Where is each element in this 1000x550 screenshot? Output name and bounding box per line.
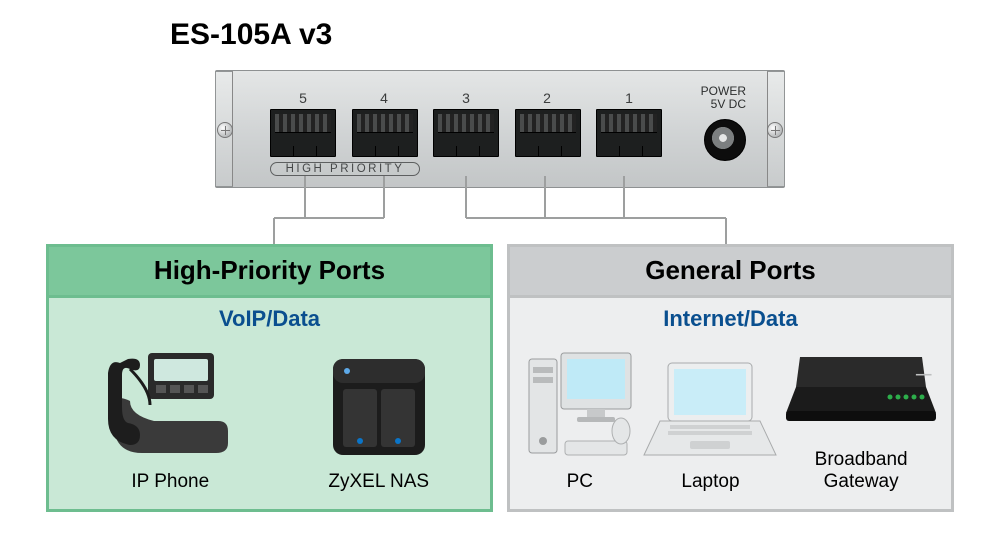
high-priority-subtitle: VoIP/Data (49, 306, 490, 332)
screw-icon (217, 122, 233, 138)
device-nas: ZyXEL NAS (319, 345, 439, 493)
device-gateway: ▁▁ BroadbandGateway (786, 343, 936, 493)
ethernet-port-2 (515, 109, 581, 157)
port-row (270, 109, 662, 157)
port-number: 5 (270, 90, 336, 106)
port-number: 1 (596, 90, 662, 106)
high-priority-header: High-Priority Ports (49, 247, 490, 298)
port-number: 2 (514, 90, 580, 106)
high-priority-devices: IP Phone ZyXEL NAS (49, 332, 490, 509)
ip-phone-icon (100, 345, 240, 465)
switch-body: 5 4 3 2 1 HIGH PRIORITY POWER 5V DC (215, 70, 785, 188)
general-subtitle: Internet/Data (510, 306, 951, 332)
switch-cap-left (215, 71, 233, 187)
switch-device: 5 4 3 2 1 HIGH PRIORITY POWER 5V DC (215, 70, 785, 188)
switch-cap-right (767, 71, 785, 187)
pc-icon (525, 345, 635, 465)
device-pc: PC (525, 345, 635, 493)
svg-text:▁▁: ▁▁ (915, 365, 932, 376)
port-area: 5 4 3 2 1 HIGH PRIORITY (270, 89, 662, 175)
laptop-icon (640, 355, 780, 465)
gateway-icon: ▁▁ (786, 343, 936, 443)
power-jack-icon (704, 119, 746, 161)
high-priority-box: High-Priority Ports VoIP/Data IP Phone Z… (46, 244, 493, 512)
general-box: General Ports Internet/Data PC Laptop ▁▁… (507, 244, 954, 512)
device-label: IP Phone (131, 471, 209, 493)
device-laptop: Laptop (640, 355, 780, 493)
general-header: General Ports (510, 247, 951, 298)
ethernet-port-1 (596, 109, 662, 157)
high-priority-label: HIGH PRIORITY (270, 162, 420, 176)
port-number: 3 (433, 90, 499, 106)
device-label: ZyXEL NAS (328, 471, 429, 493)
ethernet-port-4 (352, 109, 418, 157)
nas-icon (319, 345, 439, 465)
general-devices: PC Laptop ▁▁ BroadbandGateway (510, 332, 951, 509)
ethernet-port-5 (270, 109, 336, 157)
port-number: 4 (351, 90, 417, 106)
device-label: Laptop (681, 471, 739, 493)
power-label-2: 5V DC (676, 98, 746, 111)
device-label: BroadbandGateway (815, 449, 908, 493)
power-block: POWER 5V DC (676, 85, 746, 161)
category-boxes: High-Priority Ports VoIP/Data IP Phone Z… (46, 244, 954, 512)
device-ip-phone: IP Phone (100, 345, 240, 493)
screw-icon (767, 122, 783, 138)
product-title: ES-105A v3 (170, 18, 332, 52)
ethernet-port-3 (433, 109, 499, 157)
device-label: PC (567, 471, 593, 493)
